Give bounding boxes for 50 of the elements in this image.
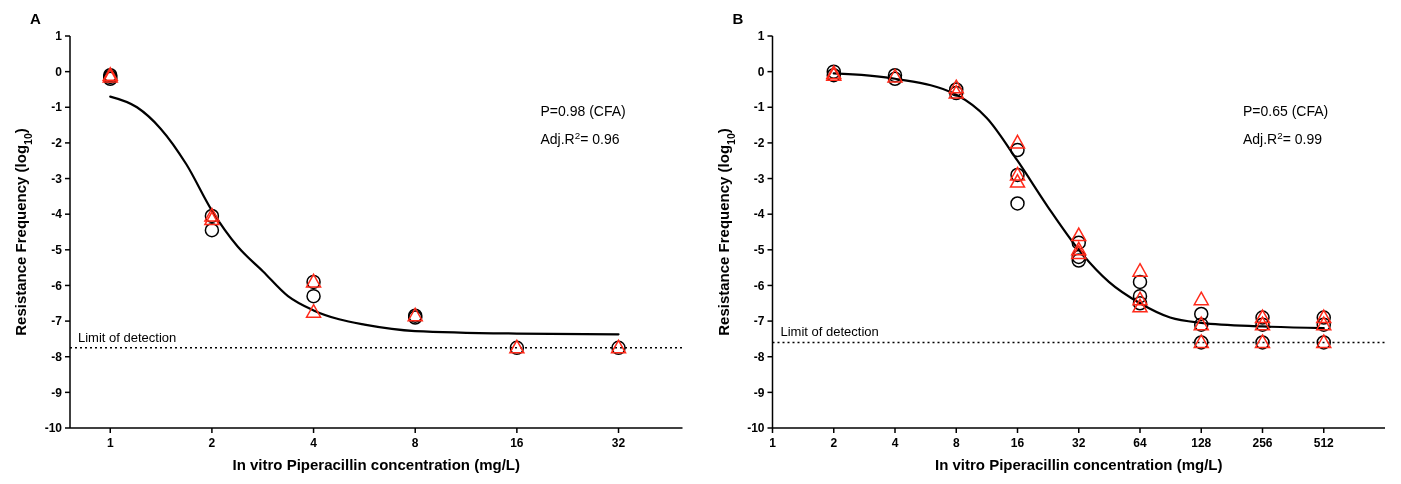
y-tick-label: 0: [55, 64, 63, 79]
y-tick-label: 0: [757, 64, 765, 79]
ref-line-label: Limit of detection: [780, 324, 879, 340]
x-tick-label: 64: [1133, 436, 1147, 450]
chart-title: A: [30, 10, 41, 27]
y-tick-label: -10: [44, 421, 63, 436]
y-tick-label: -7: [753, 314, 765, 329]
x-tick-label: 32: [1072, 436, 1086, 450]
x-tick-label: 4: [310, 436, 318, 450]
ref-line-label: Limit of detection: [78, 329, 177, 345]
y-tick-label: -2: [753, 136, 765, 151]
y-tick-label: -9: [753, 385, 765, 400]
x-tick-label: 16: [1010, 436, 1025, 450]
y-tick-label: -7: [51, 314, 63, 329]
y-tick-label: -8: [51, 349, 63, 364]
x-axis-title: In vitro Piperacillin concentration (mg/L): [934, 456, 1223, 473]
y-tick-label: -9: [51, 385, 63, 400]
y-tick-label: -1: [753, 100, 765, 115]
x-tick-label: 4: [891, 436, 899, 450]
y-tick-label: -5: [753, 243, 765, 258]
x-tick-label: 16: [510, 436, 524, 450]
x-tick-label: 1: [106, 436, 114, 450]
y-tick-label: -6: [51, 278, 63, 293]
x-tick-label: 8: [411, 436, 419, 450]
x-tick-label: 8: [952, 436, 960, 450]
x-tick-label: 256: [1252, 436, 1273, 450]
y-tick-label: 1: [757, 29, 765, 44]
y-tick-label: 1: [55, 29, 63, 44]
x-tick-label: 32: [611, 436, 626, 450]
y-tick-label: -4: [753, 207, 765, 222]
x-tick-label: 512: [1313, 436, 1335, 450]
y-tick-label: -5: [51, 243, 63, 258]
x-tick-label: 128: [1191, 436, 1212, 450]
y-tick-label: -1: [51, 100, 63, 115]
y-tick-label: -3: [753, 171, 765, 186]
annotation: P=0.65 (CFA): [1243, 103, 1329, 119]
annotation: P=0.98 (CFA): [540, 103, 626, 119]
x-axis-title: In vitro Piperacillin concentration (mg/L): [232, 456, 521, 473]
x-tick-label: 2: [208, 436, 216, 450]
y-tick-label: -10: [747, 421, 765, 436]
x-tick-label: 2: [830, 436, 838, 450]
y-tick-label: -6: [753, 278, 765, 293]
y-tick-label: -4: [51, 207, 63, 222]
x-tick-label: 1: [769, 436, 777, 450]
annotation: Adj.R$^{2}$= 0.96: [540, 129, 620, 147]
y-tick-label: -3: [51, 171, 63, 186]
chart-title: B: [732, 10, 744, 27]
y-tick-label: -8: [753, 349, 765, 364]
annotation: Adj.R$^{2}$= 0.99: [1243, 129, 1323, 147]
y-tick-label: -2: [51, 136, 63, 151]
